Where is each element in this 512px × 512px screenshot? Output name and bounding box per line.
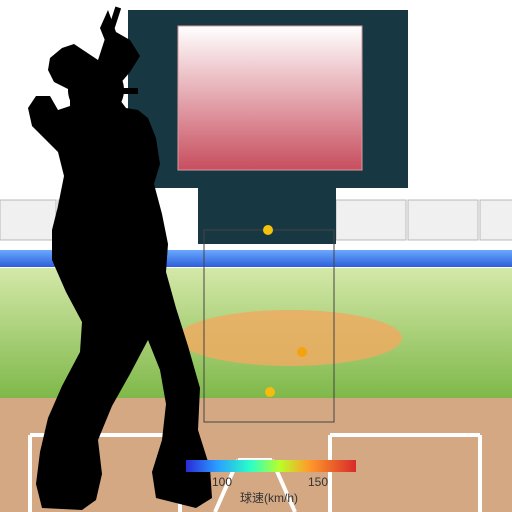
scoreboard-screen [178, 26, 362, 170]
helmet-brim [116, 88, 138, 94]
legend-tick: 100 [212, 475, 232, 489]
stands-section [408, 200, 478, 240]
scoreboard-foot [198, 188, 336, 244]
stands-section [336, 200, 406, 240]
pitch-marker [297, 347, 307, 357]
pitch-marker [263, 225, 273, 235]
pitch-location-diagram: 100 150 球速(km/h) [0, 0, 512, 512]
helmet [68, 62, 124, 118]
legend-title: 球速(km/h) [240, 491, 298, 505]
legend-tick: 150 [308, 475, 328, 489]
stands-section [480, 200, 512, 240]
stands-section [0, 200, 56, 240]
pitch-marker [265, 387, 275, 397]
speed-colorbar [186, 460, 356, 472]
pitchers-mound [178, 310, 402, 366]
